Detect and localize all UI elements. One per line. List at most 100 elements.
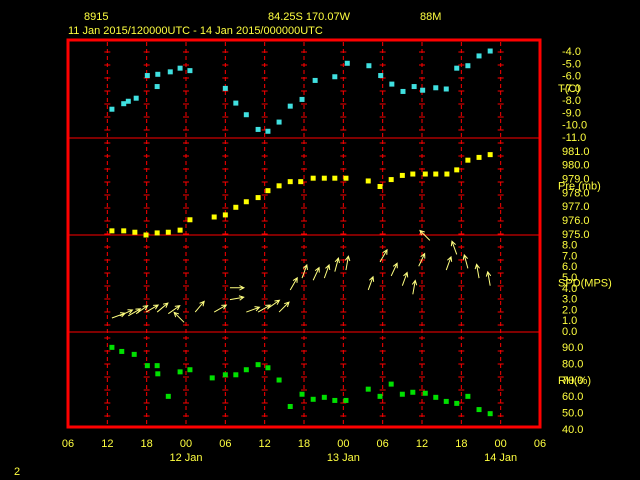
y-tick-label: 2.0: [562, 304, 577, 316]
wind-arrow: [401, 271, 409, 286]
y-tick-label: 4.0: [562, 283, 577, 295]
data-point: [144, 363, 150, 369]
wind-arrow: [135, 305, 149, 315]
data-point: [154, 363, 160, 369]
wind-arrow: [173, 311, 185, 323]
wind-arrow: [390, 262, 398, 277]
plot-marks: [109, 48, 493, 417]
data-point: [389, 81, 395, 87]
wind-arrow: [119, 309, 134, 317]
y-tick-label: 5.0: [562, 272, 577, 284]
wind-arrow: [474, 263, 481, 279]
data-point: [312, 77, 318, 83]
data-point: [243, 112, 249, 118]
data-point: [287, 403, 293, 409]
x-tick-label: 06: [534, 438, 546, 450]
x-tick-label: 00: [337, 438, 349, 450]
wind-arrow: [485, 270, 492, 286]
wind-arrow: [419, 229, 431, 241]
data-point: [177, 227, 183, 233]
data-point: [310, 175, 316, 181]
data-point: [255, 195, 261, 201]
wind-arrow: [194, 300, 205, 313]
data-point: [125, 98, 131, 104]
x-tick-label: 06: [219, 438, 231, 450]
data-point: [411, 84, 417, 90]
x-date-label: 14 Jan: [484, 452, 517, 464]
x-tick-label: 00: [180, 438, 192, 450]
data-point: [109, 228, 115, 234]
data-point: [209, 375, 215, 381]
y-tick-label: 978.0: [562, 187, 590, 199]
data-point: [144, 73, 150, 79]
wind-arrow: [344, 255, 351, 271]
data-point: [298, 179, 304, 185]
wind-arrow: [246, 306, 261, 313]
y-tick-label: 979.0: [562, 173, 590, 185]
wind-arrow: [278, 301, 290, 313]
data-point: [187, 68, 193, 74]
wind-arrow: [229, 285, 246, 291]
data-point: [310, 396, 316, 402]
data-point: [454, 400, 460, 406]
data-point: [465, 393, 471, 399]
data-point: [332, 74, 338, 80]
y-tick-label: -8.0: [562, 95, 581, 107]
data-point: [299, 391, 305, 397]
data-point: [487, 48, 493, 54]
x-tick-label: 12: [416, 438, 428, 450]
data-point: [332, 397, 338, 403]
data-point: [377, 184, 383, 189]
data-point: [177, 369, 183, 375]
x-tick-label: 06: [377, 438, 389, 450]
data-point: [476, 407, 482, 413]
wind-arrow: [213, 304, 228, 313]
wind-arrow: [156, 302, 169, 313]
y-tick-label: -6.0: [562, 71, 581, 83]
panel-label: Pre (mb): [558, 180, 601, 192]
y-tick-label: -7.0: [562, 83, 581, 95]
data-point: [444, 171, 450, 177]
data-point: [465, 157, 471, 163]
y-tick-label: -9.0: [562, 107, 581, 119]
data-point: [155, 371, 161, 377]
x-tick-label: 12: [259, 438, 271, 450]
data-point: [167, 69, 173, 75]
data-point: [233, 372, 239, 378]
data-point: [433, 394, 439, 400]
data-point: [443, 398, 449, 404]
x-tick-label: 00: [495, 438, 507, 450]
data-point: [154, 84, 160, 90]
data-point: [243, 367, 249, 373]
data-point: [422, 390, 428, 396]
data-point: [133, 95, 139, 101]
data-point: [343, 175, 349, 181]
data-point: [332, 175, 338, 181]
data-point: [187, 217, 193, 223]
y-tick-label: -10.0: [562, 120, 587, 132]
y-tick-label: -4.0: [562, 46, 581, 58]
data-point: [454, 65, 460, 71]
data-point: [476, 154, 482, 160]
x-date-label: 13 Jan: [327, 452, 360, 464]
y-tick-label: 40.0: [562, 424, 583, 436]
data-point: [211, 214, 217, 220]
data-point: [132, 229, 138, 235]
wind-arrow: [229, 295, 245, 301]
y-tick-label: 80.0: [562, 359, 583, 371]
data-point: [265, 188, 271, 194]
plot-frame: [66, 38, 542, 429]
x-tick-label: 18: [455, 438, 467, 450]
y-tick-label: 60.0: [562, 391, 583, 403]
data-point: [222, 212, 228, 218]
data-point: [287, 103, 293, 109]
data-point: [143, 232, 149, 238]
data-point: [233, 204, 239, 210]
data-point: [109, 344, 115, 350]
data-point: [366, 63, 372, 69]
data-point: [410, 171, 416, 177]
wind-arrow: [418, 252, 426, 267]
wind-arrow: [445, 255, 453, 271]
